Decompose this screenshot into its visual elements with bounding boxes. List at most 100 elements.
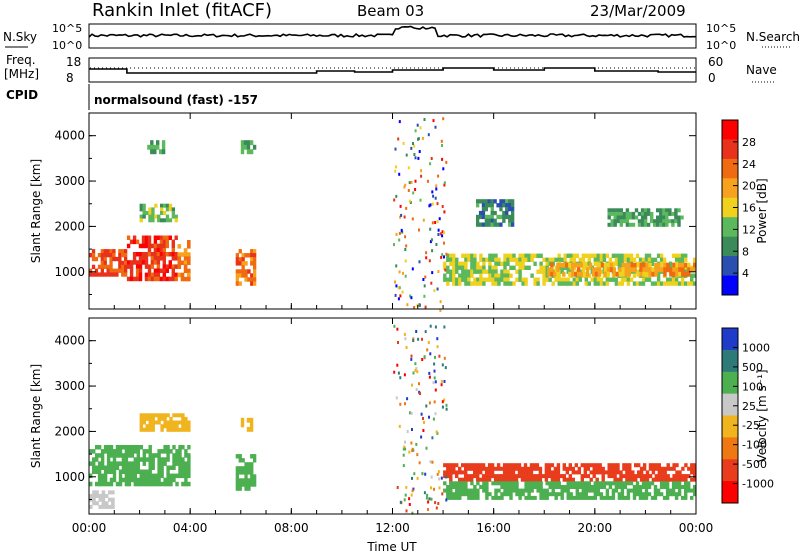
- echo-cell: [589, 463, 593, 468]
- echo-cell: [184, 416, 188, 421]
- scatter-cell: [398, 270, 401, 274]
- colorbar-segment: [722, 236, 738, 257]
- echo-cell: [135, 276, 140, 282]
- echo-cell: [166, 445, 170, 450]
- scatter-cell: [411, 267, 414, 271]
- echo-cell: [446, 488, 450, 493]
- echo-cell: [581, 481, 585, 486]
- echo-cell: [89, 481, 93, 487]
- echo-cell: [124, 253, 128, 258]
- echo-cell: [147, 247, 152, 253]
- echo-cell: [181, 424, 185, 429]
- echo-cell: [612, 271, 617, 277]
- echo-cell: [593, 261, 597, 266]
- echo-cell: [479, 463, 483, 468]
- scatter-cell: [393, 324, 396, 328]
- echo-cell: [634, 215, 639, 220]
- echo-cell: [136, 481, 140, 487]
- echo-cell: [566, 269, 570, 274]
- echo-cell: [250, 277, 254, 282]
- echo-cell: [157, 416, 161, 421]
- echo-cell: [241, 466, 245, 471]
- colorbar-tick-label: 100: [742, 380, 763, 393]
- scatter-cell: [428, 497, 431, 501]
- scatter-cell: [401, 230, 404, 234]
- echo-cell: [479, 466, 483, 471]
- echo-cell: [89, 504, 93, 509]
- echo-cell: [253, 454, 257, 459]
- echo-cell: [241, 269, 245, 274]
- echo-cell: [620, 495, 625, 500]
- echo-cell: [641, 492, 646, 497]
- scatter-cell: [434, 412, 437, 416]
- echo-cell: [653, 222, 657, 227]
- echo-cell: [250, 466, 254, 471]
- echo-cell: [659, 492, 664, 497]
- echo-cell: [593, 488, 597, 493]
- echo-cell: [560, 281, 564, 286]
- echo-cell: [250, 478, 254, 483]
- echo-cell: [100, 260, 104, 266]
- colorbar-tick-label: 1000: [742, 341, 770, 354]
- echo-cell: [614, 481, 619, 486]
- echo-cell: [162, 260, 166, 265]
- echo-cell: [590, 277, 594, 282]
- echo-cell: [693, 477, 697, 482]
- scatter-cell: [393, 370, 396, 374]
- echo-cell: [569, 257, 573, 262]
- echo-cell: [490, 207, 494, 212]
- echo-cell: [464, 277, 468, 282]
- echo-cell: [656, 281, 661, 286]
- echo-cell: [563, 277, 567, 282]
- echo-cell: [533, 281, 537, 286]
- echo-cell: [491, 265, 495, 270]
- echo-cell: [639, 271, 643, 277]
- echo-cell: [449, 485, 453, 489]
- freq-panel-frame: [88, 57, 697, 83]
- echo-cell: [449, 466, 453, 471]
- echo-cell: [241, 273, 245, 278]
- echo-cell: [467, 488, 471, 493]
- echo-cell: [638, 488, 643, 493]
- echo-cell: [458, 485, 462, 489]
- scatter-cell: [424, 305, 427, 309]
- echo-cell: [542, 257, 546, 262]
- echo-cell: [100, 477, 105, 483]
- echo-cell: [443, 481, 447, 486]
- echo-cell: [569, 253, 573, 258]
- echo-cell: [89, 494, 93, 498]
- echo-cell: [162, 235, 166, 240]
- colorbar-tick-label: 20: [742, 180, 756, 193]
- colorbar-tick-label: -100: [742, 439, 767, 452]
- echo-cell: [539, 265, 543, 270]
- scatter-cell: [441, 230, 444, 234]
- echo-cell: [163, 445, 167, 450]
- echo-cell: [496, 466, 501, 471]
- echo-cell: [141, 252, 146, 257]
- scatter-cell: [413, 472, 416, 476]
- echo-cell: [562, 477, 566, 482]
- echo-cell: [556, 477, 561, 482]
- echo-cell: [461, 470, 465, 475]
- scatter-cell: [441, 253, 444, 257]
- echo-cell: [488, 253, 492, 258]
- echo-cell: [244, 261, 248, 266]
- echo-cell: [613, 219, 617, 224]
- echo-cell: [187, 481, 191, 487]
- echo-cell: [138, 268, 143, 273]
- echo-cell: [545, 261, 549, 266]
- echo-cell: [166, 453, 170, 458]
- echo-cell: [562, 271, 566, 277]
- echo-cell: [644, 492, 649, 497]
- echo-cell: [657, 477, 661, 482]
- scatter-cell: [410, 146, 413, 150]
- echo-cell: [568, 262, 572, 268]
- colorbar-segment: [722, 178, 738, 199]
- echo-cell: [651, 466, 656, 471]
- echo-cell: [541, 474, 546, 479]
- scatter-cell: [408, 181, 411, 185]
- scatter-cell: [408, 199, 411, 203]
- echo-cell: [645, 470, 650, 475]
- echo-cell: [599, 269, 604, 274]
